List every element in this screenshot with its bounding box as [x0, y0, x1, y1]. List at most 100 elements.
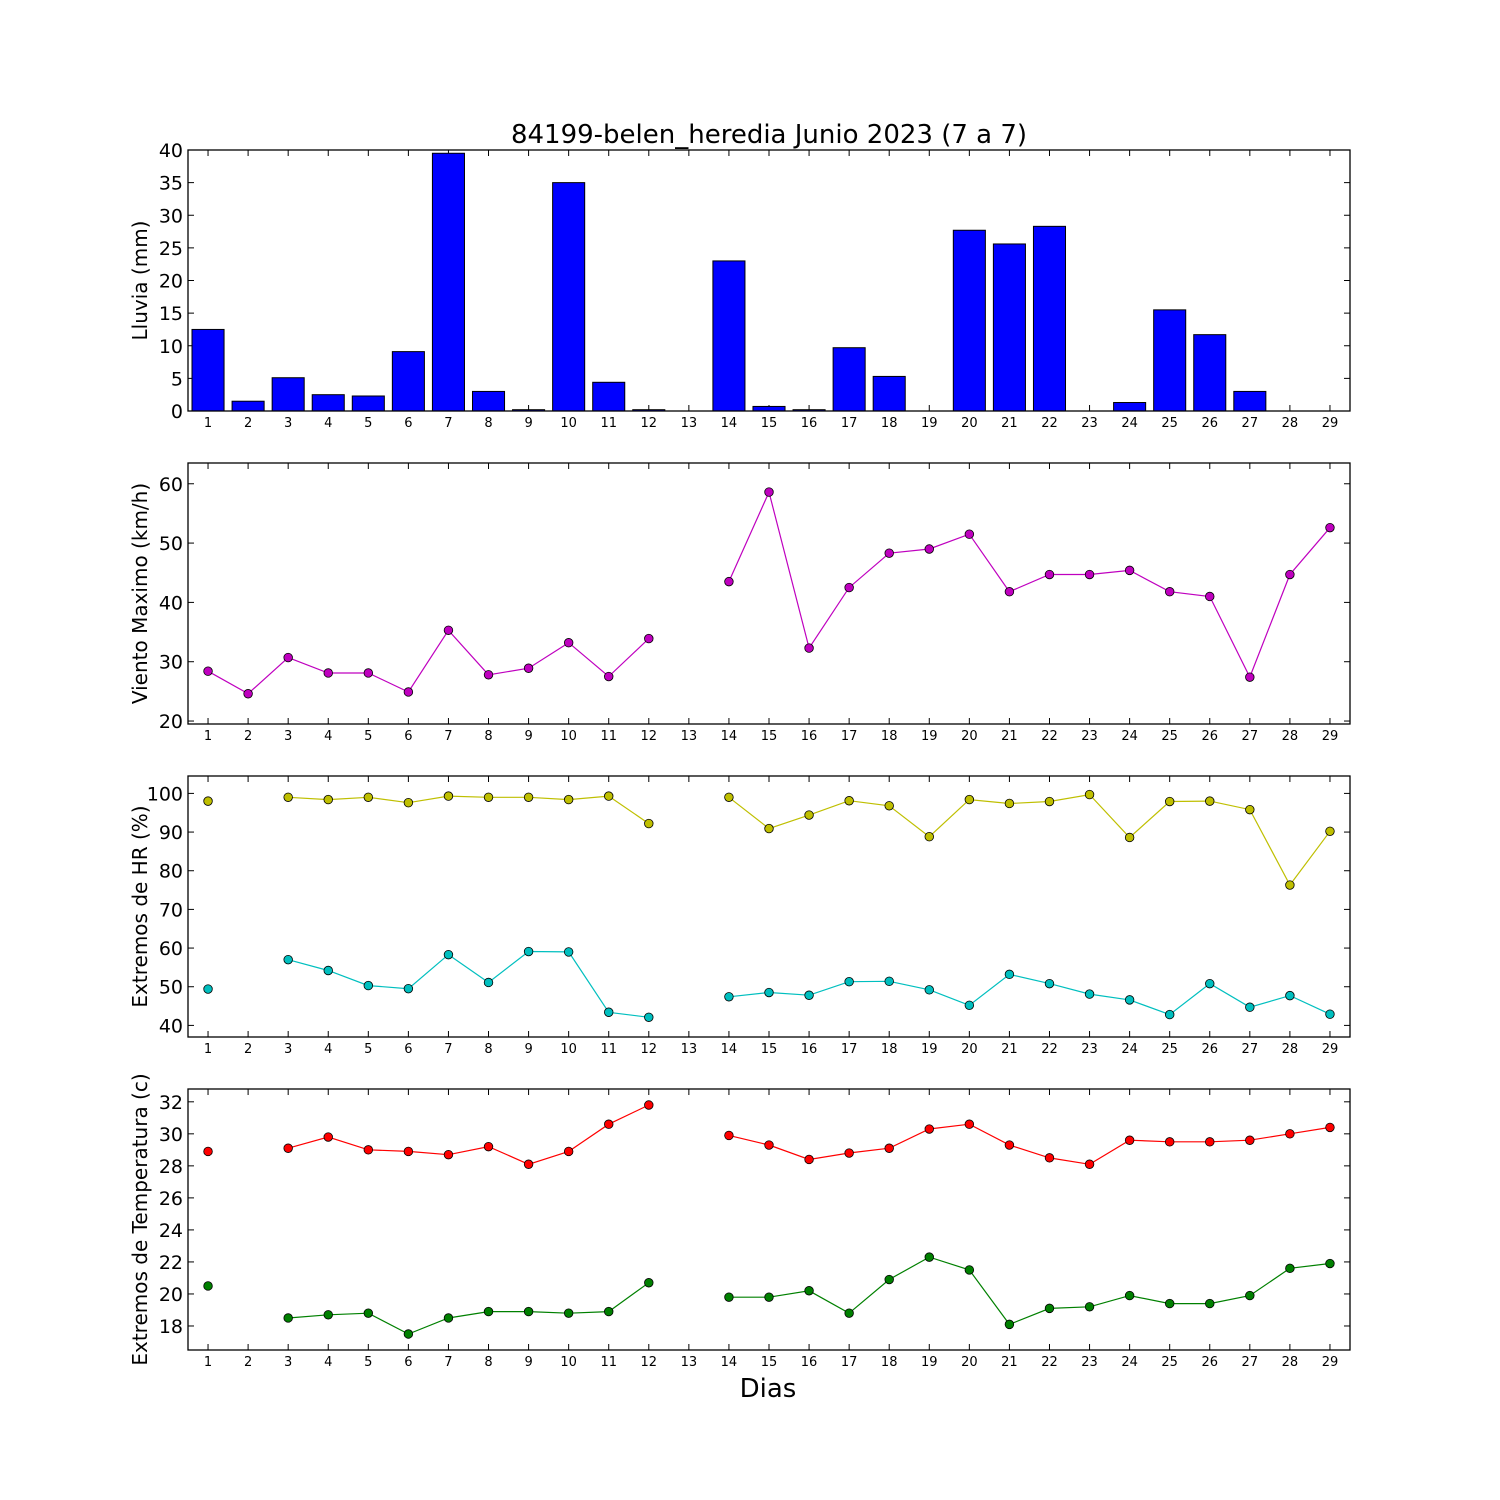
series-1-point: [1285, 880, 1295, 890]
series-2-point: [884, 976, 894, 987]
y-tick-label: 20: [159, 271, 183, 293]
x-tick-label: 16: [801, 1355, 818, 1370]
series-1-point: [604, 671, 614, 682]
series-1-line: [728, 490, 1331, 679]
y-tick-label: 20: [159, 1284, 183, 1306]
x-tick-label: 20: [961, 1355, 978, 1370]
x-tick-label: 4: [324, 1042, 332, 1057]
series-1-point: [644, 818, 654, 829]
x-tick-label: 28: [1282, 1042, 1299, 1057]
y-tick-label: 40: [159, 1015, 183, 1037]
series-1-point: [1245, 672, 1255, 682]
y-axis-label: Extremos de Temperatura (c): [128, 1073, 152, 1365]
x-tick-label: 12: [641, 729, 658, 744]
series-2-point: [1084, 989, 1095, 999]
series-1-point: [203, 666, 213, 676]
x-tick-label: 8: [484, 1355, 492, 1370]
bar-day-5: [351, 395, 385, 412]
x-tick-label: 19: [921, 1355, 938, 1370]
x-tick-label: 13: [681, 1355, 698, 1370]
series-2-point: [1205, 978, 1215, 989]
series-1-point: [1205, 796, 1215, 806]
series-2-point: [323, 965, 333, 976]
x-tick-label: 2: [244, 1355, 252, 1370]
series-2-point: [1285, 990, 1295, 1001]
x-tick-label: 20: [961, 729, 978, 744]
x-tick-label: 8: [484, 1042, 492, 1057]
x-tick-label: 12: [641, 1042, 658, 1057]
series-2-point: [1285, 1263, 1295, 1274]
x-tick-label: 13: [681, 1042, 698, 1057]
y-tick-label: 30: [159, 205, 183, 227]
series-1-point: [403, 1146, 414, 1157]
x-tick-label: 10: [560, 1355, 577, 1370]
series-2-point: [283, 954, 293, 965]
x-tick-label: 9: [524, 729, 532, 744]
x-tick-label: 7: [444, 1355, 452, 1370]
bar-day-24: [1113, 402, 1147, 412]
series-2-point: [724, 1292, 734, 1302]
series-2-point: [1325, 1258, 1335, 1269]
series-1-point: [844, 796, 854, 806]
bar-day-20: [952, 229, 986, 412]
series-2-point: [483, 1306, 494, 1317]
x-tick-label: 9: [524, 1355, 532, 1370]
x-tick-label: 29: [1322, 1042, 1339, 1057]
series-1-point: [563, 794, 574, 805]
x-tick-label: 11: [600, 729, 617, 744]
x-tick-label: 27: [1242, 416, 1259, 431]
x-tick-label: 20: [961, 416, 978, 431]
bar-day-1: [191, 328, 225, 412]
x-tick-label: 19: [921, 416, 938, 431]
x-tick-label: 6: [404, 1042, 412, 1057]
series-2-line: [728, 1256, 1331, 1326]
x-tick-label: 14: [721, 1042, 738, 1057]
x-tick-label: 29: [1322, 729, 1339, 744]
y-axis-label: Viento Maximo (km/h): [128, 483, 152, 704]
x-tick-label: 24: [1121, 729, 1138, 744]
series-2-point: [804, 1286, 814, 1296]
series-1-point: [563, 1146, 574, 1157]
x-tick-label: 1: [204, 1355, 212, 1370]
series-1-point: [1084, 1159, 1095, 1169]
x-tick-label: 15: [761, 1355, 778, 1370]
series-2-point: [403, 983, 414, 994]
x-tick-label: 14: [721, 1355, 738, 1370]
x-tick-label: 16: [801, 416, 818, 431]
x-tick-label: 6: [404, 729, 412, 744]
y-tick-label: 40: [159, 592, 183, 614]
bar-day-18: [872, 375, 906, 412]
x-tick-label: 15: [761, 1042, 778, 1057]
series-1-point: [804, 810, 814, 820]
x-tick-label: 7: [444, 729, 452, 744]
bar-day-6: [391, 351, 425, 412]
bar-day-22: [1032, 225, 1067, 412]
x-tick-label: 27: [1242, 1355, 1259, 1370]
series-2-point: [1084, 1302, 1095, 1312]
series-1-point: [403, 687, 414, 697]
series-1-point: [203, 1146, 213, 1157]
x-tick-label: 27: [1242, 729, 1259, 744]
series-2-point: [1245, 1002, 1255, 1012]
series-2-point: [443, 1313, 454, 1323]
x-tick-label: 6: [404, 416, 412, 431]
series-1-point: [483, 670, 494, 680]
x-tick-label: 21: [1001, 1042, 1018, 1057]
x-tick-label: 13: [681, 416, 698, 431]
y-tick-label: 30: [159, 1124, 183, 1146]
y-tick-label: 60: [159, 938, 183, 960]
plot-frame: [187, 1088, 1351, 1351]
x-tick-label: 20: [961, 1042, 978, 1057]
series-1-point: [724, 792, 734, 802]
bar-day-27: [1233, 390, 1267, 412]
series-1-point: [1084, 789, 1095, 800]
series-1-point: [1164, 1137, 1175, 1147]
series-2-point: [1245, 1290, 1255, 1301]
series-1-point: [363, 668, 374, 678]
series-1-point: [1245, 1135, 1255, 1145]
bar-day-15: [752, 405, 786, 412]
series-1-point: [1124, 565, 1135, 576]
x-tick-label: 17: [841, 1042, 858, 1057]
